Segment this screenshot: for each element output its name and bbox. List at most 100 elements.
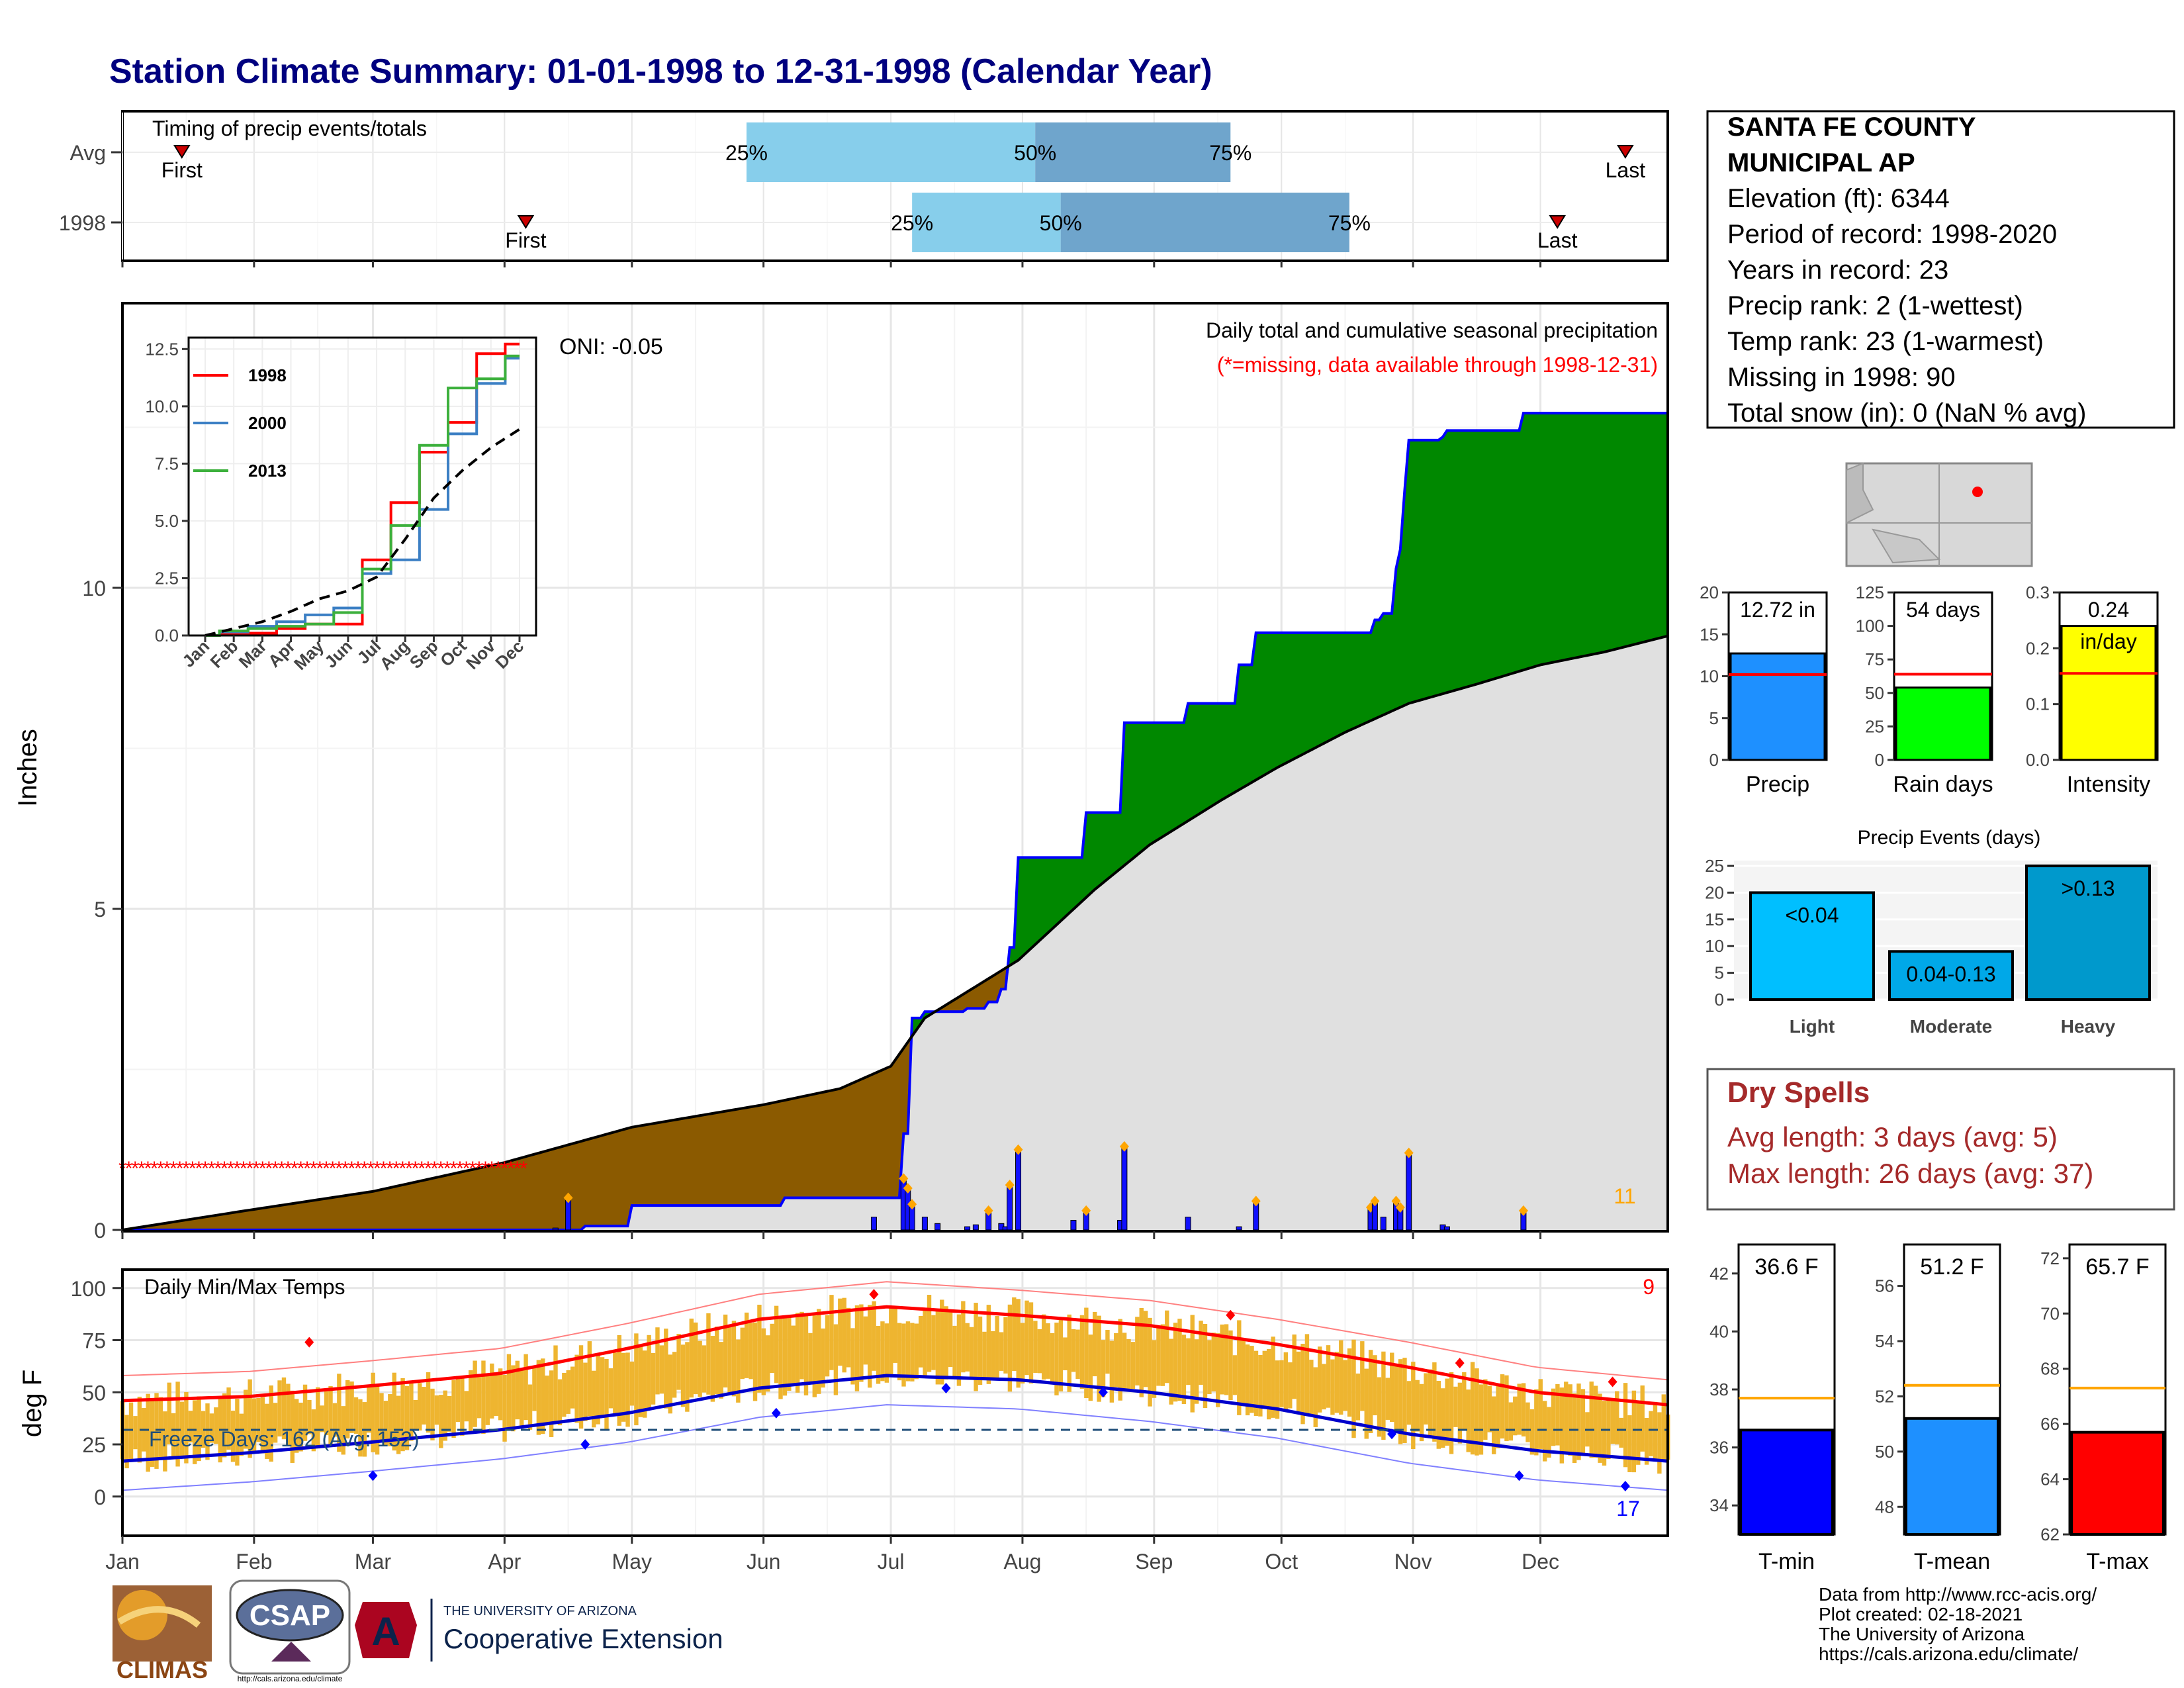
temp-daily-bar	[1457, 1382, 1463, 1444]
temp-daily-bar	[1466, 1389, 1471, 1452]
temp-daily-bar	[1190, 1315, 1195, 1413]
temp-daily-bar	[566, 1370, 570, 1414]
missing-day-marker: *	[278, 1158, 286, 1180]
inset-y-tick-label: 7.5	[155, 453, 179, 473]
temp-summary-label: T-mean	[1914, 1549, 1990, 1574]
missing-day-marker: *	[482, 1158, 490, 1180]
temp-daily-bar	[1491, 1396, 1496, 1454]
temp-daily-bar	[854, 1305, 860, 1391]
daily-precip-bar	[934, 1223, 941, 1231]
temp-daily-bar	[1640, 1385, 1645, 1452]
daily-precip-bar	[1007, 1184, 1013, 1231]
summary-bar-tick-label: 0.1	[2026, 694, 2050, 714]
temp-daily-bar	[893, 1306, 897, 1363]
heavy-event-marker	[1404, 1147, 1414, 1158]
temp-daily-bar	[621, 1352, 626, 1422]
temp-daily-bar	[1003, 1317, 1008, 1374]
missing-day-marker: *	[208, 1158, 216, 1180]
temp-daily-bar	[511, 1365, 516, 1432]
daily-precip-bar	[1380, 1217, 1387, 1231]
month-label: May	[612, 1550, 652, 1573]
temp-daily-bar	[485, 1374, 490, 1425]
temp-daily-bar	[1593, 1385, 1598, 1458]
temp-daily-bar	[562, 1372, 567, 1417]
temp-daily-bar	[150, 1399, 155, 1467]
daily-precip-bar	[1443, 1226, 1450, 1231]
timing-last-label: Last	[1537, 228, 1578, 252]
missing-day-marker: *	[322, 1158, 330, 1180]
events-bar	[1888, 950, 2014, 1002]
climas-logo-text: CLIMAS	[116, 1656, 208, 1683]
daily-precip-bar	[921, 1217, 928, 1231]
missing-day-marker: *	[329, 1158, 337, 1180]
timing-last-label: Last	[1606, 158, 1646, 182]
temp-daily-bar	[171, 1413, 176, 1460]
temp-daily-bar	[281, 1377, 287, 1440]
temp-daily-bar	[209, 1413, 214, 1443]
temp-y-axis: 0 25 50 75 100	[71, 1277, 122, 1509]
temp-daily-bar	[927, 1295, 932, 1372]
temp-daily-bar	[133, 1416, 138, 1450]
map-region	[1846, 462, 1874, 524]
temp-daily-bar	[1058, 1317, 1064, 1391]
temp-daily-bar	[715, 1327, 719, 1395]
temp-y-label: deg F	[18, 1370, 47, 1437]
temp-daily-bar	[1016, 1299, 1021, 1388]
timing-p25-label: 25%	[725, 141, 768, 165]
inset-lines	[205, 342, 521, 637]
timing-p50-label: 50%	[1014, 141, 1056, 165]
footer-line: Plot created: 02-18-2021	[1819, 1604, 2023, 1624]
temp-daily-bar	[676, 1334, 681, 1390]
temp-daily-bar	[490, 1363, 494, 1419]
temp-daily-bar	[214, 1407, 218, 1444]
summary-bar-tick-label: 10	[1700, 667, 1719, 686]
summary-bar-tick-label: 25	[1865, 716, 1884, 736]
temp-daily-bar	[744, 1312, 749, 1378]
missing-day-marker: *	[514, 1158, 522, 1180]
record-high-marker	[304, 1336, 314, 1348]
temp-daily-bar	[1122, 1333, 1127, 1391]
temp-label: Daily Min/Max Temps	[144, 1275, 345, 1299]
temp-summary-tick-label: 36	[1709, 1438, 1729, 1458]
precip-summary-bars: 12.72 in 0 5 10 15 20 Precip 54 days 0 25 50 75 100 1…	[1700, 583, 2159, 797]
missing-day-marker: *	[475, 1158, 483, 1180]
temp-daily-bar	[307, 1399, 312, 1434]
temp-daily-bar	[1334, 1352, 1340, 1413]
events-bars: 0 5 10 15 20 25 <0.04 Light 0.04-0.13 Moderate >0.…	[1705, 856, 2158, 1037]
temp-daily-bar	[859, 1304, 864, 1382]
temp-daily-bar	[918, 1315, 923, 1368]
temp-daily-bar	[643, 1350, 647, 1418]
temp-daily-bar	[167, 1382, 171, 1444]
record-low-marker	[368, 1470, 378, 1481]
temp-daily-bar	[311, 1409, 316, 1452]
temp-daily-bar	[749, 1323, 753, 1380]
temp-summary-fill	[1905, 1417, 1999, 1536]
heavy-event-marker	[1391, 1196, 1401, 1207]
temp-daily-bar	[1475, 1368, 1479, 1456]
ua-logo-small: THE UNIVERSITY OF ARIZONA	[443, 1604, 637, 1618]
missing-day-marker: *	[348, 1158, 356, 1180]
temp-y-tick-label: 100	[71, 1277, 106, 1301]
summary-bar-label: Intensity	[2067, 772, 2151, 797]
temp-daily-bar	[1037, 1329, 1042, 1374]
temp-daily-bar	[982, 1331, 987, 1380]
temp-daily-bar	[1432, 1362, 1437, 1442]
temp-daily-bar	[940, 1299, 944, 1385]
summary-bar-tick-label: 5	[1709, 708, 1719, 728]
temp-summary-fill	[2070, 1430, 2165, 1536]
temp-summary-tick-label: 50	[1875, 1442, 1894, 1462]
event-count-label: 11	[1614, 1184, 1635, 1208]
timing-rows: Avg 25% 50% 75% First Last 1998 25% 50% 75% First L…	[59, 122, 1645, 252]
missing-day-marker: *	[284, 1158, 292, 1180]
temp-daily-bar	[1211, 1333, 1216, 1391]
precip-events-chart: Precip Events (days) 0 5 10 15 20 25 <0.04 Ligh…	[1705, 827, 2158, 1037]
missing-day-marker: *	[437, 1158, 445, 1180]
temp-summary-tick-label: 40	[1709, 1321, 1729, 1341]
temp-daily-bar	[812, 1315, 817, 1397]
temp-daily-bar	[1568, 1384, 1572, 1456]
summary-bar-fill	[1895, 686, 1991, 761]
temp-daily-bar	[371, 1372, 375, 1452]
daily-precip-bar	[1015, 1149, 1022, 1231]
temp-daily-bar	[600, 1357, 605, 1417]
missing-day-marker: *	[316, 1158, 324, 1180]
